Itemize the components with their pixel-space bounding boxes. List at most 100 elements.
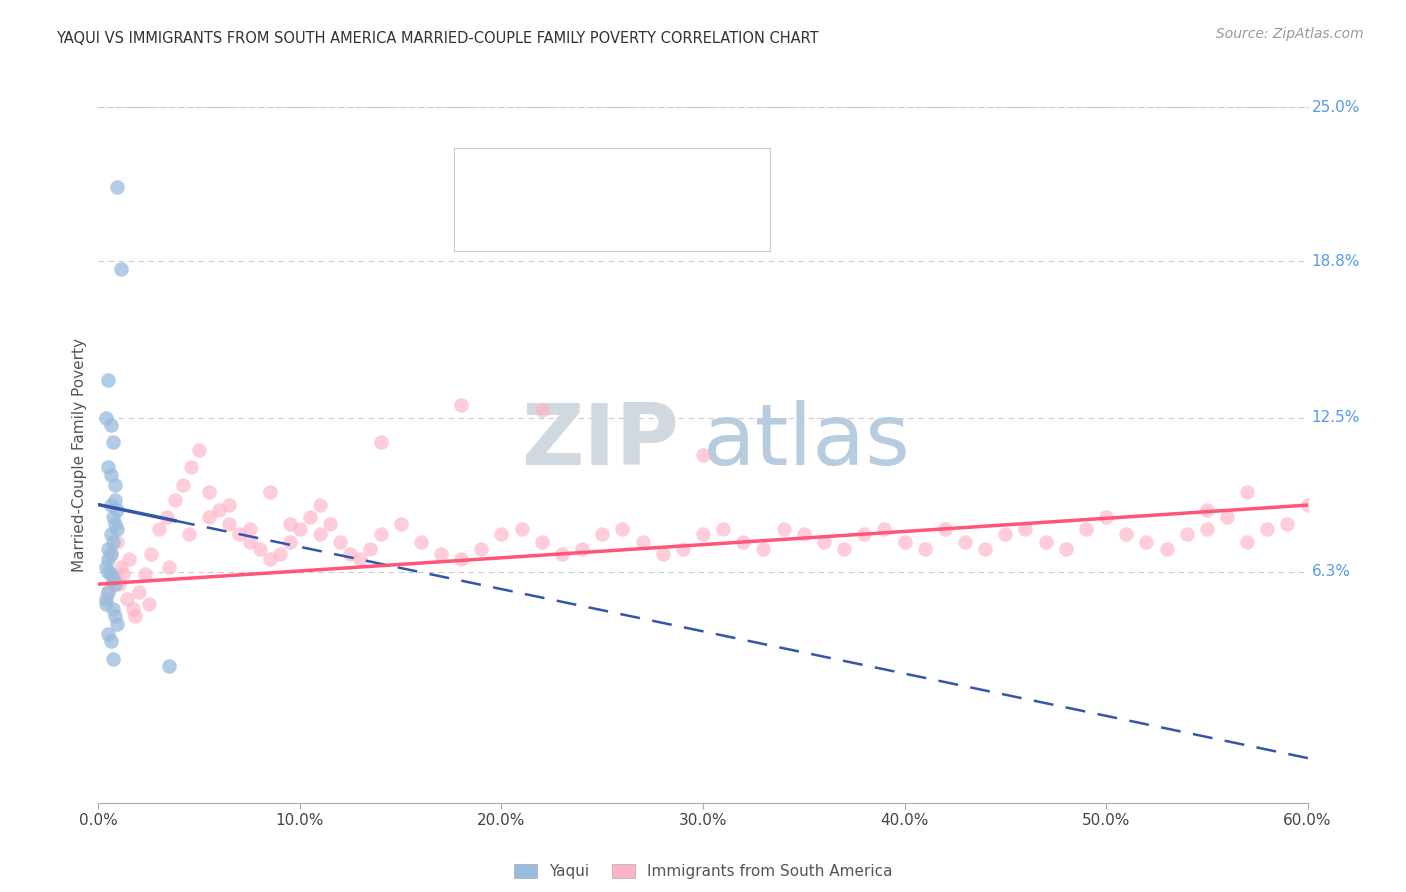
Point	[278, 517, 301, 532]
Point	[97, 565, 120, 579]
Point	[853, 527, 876, 541]
Point	[103, 577, 125, 591]
Point	[100, 547, 122, 561]
Point	[389, 517, 412, 532]
Point	[1236, 485, 1258, 500]
Point	[470, 542, 492, 557]
Point	[711, 523, 734, 537]
Point	[103, 492, 125, 507]
Point	[1195, 523, 1218, 537]
Point	[319, 517, 342, 532]
Point	[309, 527, 332, 541]
Point	[1156, 542, 1178, 557]
Point	[100, 498, 122, 512]
Point	[288, 523, 311, 537]
Text: Source: ZipAtlas.com: Source: ZipAtlas.com	[1216, 27, 1364, 41]
Point	[138, 597, 160, 611]
Point	[752, 542, 775, 557]
Point	[101, 510, 124, 524]
Point	[188, 442, 211, 457]
Point	[339, 547, 361, 561]
Point	[249, 542, 271, 557]
Point	[139, 547, 162, 561]
Point	[692, 527, 714, 541]
Point	[934, 523, 956, 537]
Point	[1296, 498, 1319, 512]
Point	[914, 542, 936, 557]
Text: -0.183: -0.183	[572, 170, 628, 186]
Text: 35: 35	[706, 170, 728, 186]
Point	[97, 627, 120, 641]
Point	[180, 460, 202, 475]
Point	[1277, 517, 1299, 532]
Point	[349, 552, 371, 566]
Point	[1175, 527, 1198, 541]
Y-axis label: Married-Couple Family Poverty: Married-Couple Family Poverty	[72, 338, 87, 572]
Point	[96, 410, 118, 425]
Point	[491, 527, 513, 541]
Point	[370, 527, 392, 541]
Point	[97, 552, 120, 566]
Point	[100, 634, 122, 648]
Point	[97, 542, 120, 557]
Point	[450, 398, 472, 412]
Text: 99: 99	[706, 213, 728, 228]
Point	[105, 179, 128, 194]
Point	[953, 534, 976, 549]
Point	[651, 547, 673, 561]
Text: YAQUI VS IMMIGRANTS FROM SOUTH AMERICA MARRIED-COUPLE FAMILY POVERTY CORRELATION: YAQUI VS IMMIGRANTS FROM SOUTH AMERICA M…	[56, 31, 818, 46]
Point	[148, 523, 170, 537]
Point	[179, 527, 201, 541]
Point	[631, 534, 654, 549]
Legend: Yaqui, Immigrants from South America: Yaqui, Immigrants from South America	[508, 858, 898, 886]
Point	[409, 534, 432, 549]
Point	[110, 261, 132, 276]
Point	[118, 552, 141, 566]
Point	[208, 502, 231, 516]
Point	[101, 572, 124, 586]
Point	[157, 659, 180, 673]
Point	[1216, 510, 1239, 524]
Point	[269, 547, 291, 561]
Point	[1074, 523, 1097, 537]
Point	[1014, 523, 1036, 537]
Point	[1054, 542, 1077, 557]
Point	[430, 547, 453, 561]
Point	[96, 559, 118, 574]
Point	[121, 602, 143, 616]
Text: 6.3%: 6.3%	[1312, 565, 1351, 579]
Text: 12.5%: 12.5%	[1312, 410, 1360, 425]
Point	[571, 542, 593, 557]
Point	[157, 559, 180, 574]
Point	[793, 527, 815, 541]
Point	[124, 609, 146, 624]
Text: R =: R =	[524, 170, 560, 186]
Point	[218, 517, 240, 532]
Point	[733, 534, 755, 549]
Point	[1135, 534, 1157, 549]
Point	[772, 523, 794, 537]
Point	[134, 567, 156, 582]
Text: N =: N =	[659, 213, 695, 228]
Point	[172, 477, 194, 491]
Point	[103, 609, 125, 624]
Text: 0.193: 0.193	[578, 213, 628, 228]
Point	[370, 435, 392, 450]
Point	[107, 577, 129, 591]
Point	[100, 467, 122, 482]
Point	[103, 517, 125, 532]
Point	[101, 602, 124, 616]
Text: N =: N =	[659, 170, 695, 186]
Point	[1256, 523, 1278, 537]
Point	[111, 567, 134, 582]
Point	[239, 523, 262, 537]
Point	[96, 597, 118, 611]
Point	[309, 498, 332, 512]
Point	[530, 403, 553, 417]
Point	[299, 510, 322, 524]
Point	[591, 527, 613, 541]
Point	[97, 460, 120, 475]
Point	[1236, 534, 1258, 549]
Point	[198, 485, 221, 500]
Point	[228, 527, 250, 541]
